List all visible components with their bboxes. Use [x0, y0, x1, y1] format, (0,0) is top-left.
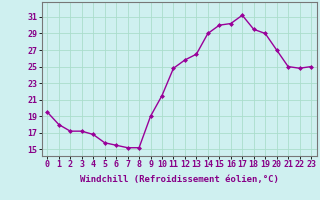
- X-axis label: Windchill (Refroidissement éolien,°C): Windchill (Refroidissement éolien,°C): [80, 175, 279, 184]
